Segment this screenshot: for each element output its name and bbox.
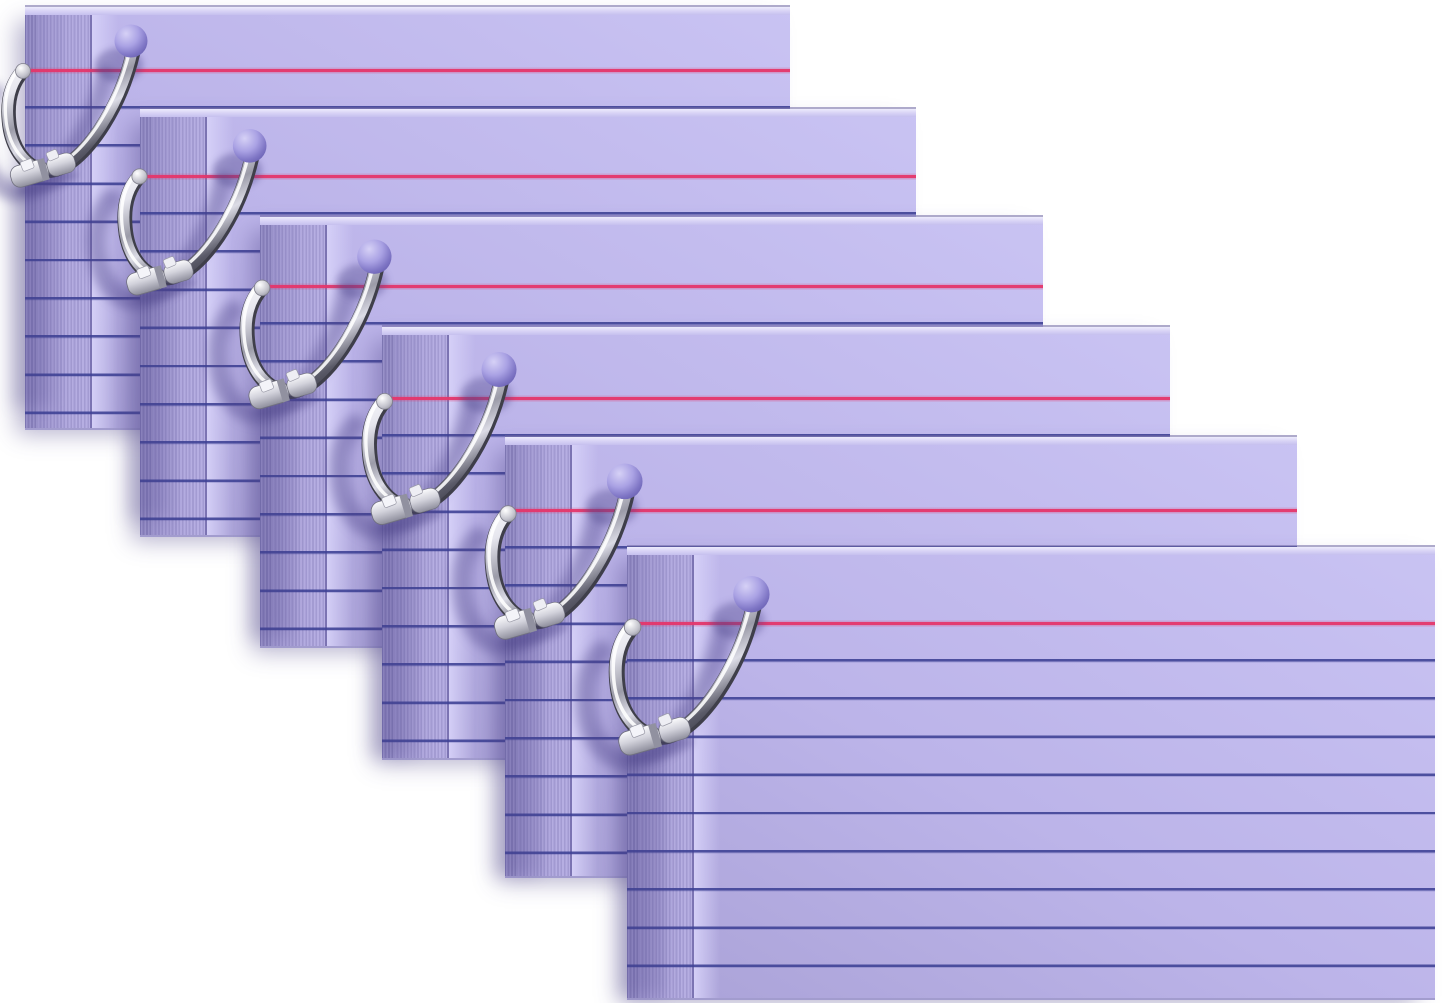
card-stack-top-edge — [382, 327, 1170, 335]
headline-rule — [505, 509, 1297, 512]
card-stack-top-edge — [627, 547, 1435, 555]
card-stack-top-edge — [505, 437, 1297, 445]
headline-rule — [260, 285, 1043, 288]
headline-rule — [25, 69, 790, 72]
card-stack-top-edge — [140, 109, 916, 117]
headline-rule — [140, 175, 916, 178]
card-stack-top-edge — [25, 7, 790, 15]
card-stack-top-edge — [260, 217, 1043, 225]
headline-rule — [627, 622, 1435, 625]
index-card-stack-6 — [627, 545, 1435, 1000]
headline-rule — [382, 397, 1170, 400]
ruled-lines — [627, 659, 1435, 998]
